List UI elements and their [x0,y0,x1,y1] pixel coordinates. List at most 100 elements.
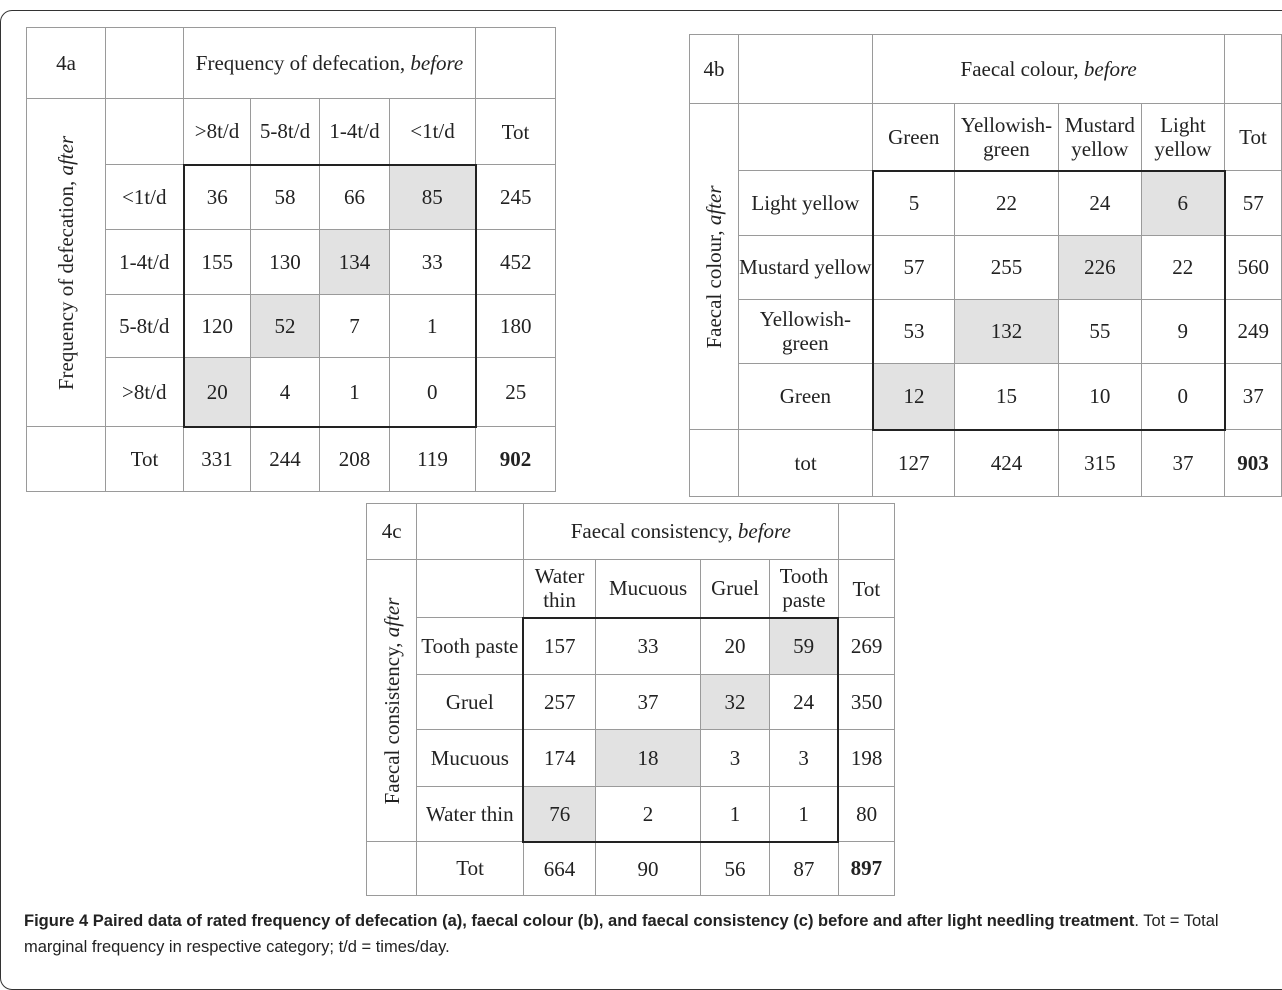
after-label-emphasis: after [53,135,78,176]
row-label: Yellowish-green [737,298,874,364]
empty-cell [105,97,184,166]
before-header-emphasis: before [410,50,464,75]
after-side-label: Faecal consistency, after [365,559,418,842]
column-header: Light yellow [1140,102,1226,172]
row-total: 37 [1224,362,1282,431]
data-cell: 5 [871,169,956,237]
data-cell: 22 [954,169,1059,237]
data-cell: 134 [319,229,390,295]
empty-cell [416,558,524,619]
row-total: 80 [837,785,896,843]
after-label-text: Frequency of defecation, after [54,135,78,389]
column-header: Gruel [699,558,771,619]
column-total: 664 [522,841,597,896]
column-header-row: Faecal consistency, after Water thin Mucuo… [365,558,896,842]
column-header: Mucuous [595,558,701,619]
table-row: Mustard yellow 57 255 226 22 560 [690,235,1282,300]
empty-cell [737,34,874,104]
after-side-label: Faecal colour, after [689,103,739,430]
data-cell: 130 [250,229,320,295]
totals-row: Tot 664 90 56 87 897 [365,841,896,896]
caption-text: . Tot = Total marginal frequency in resp… [24,912,1219,956]
row-total: 269 [837,617,896,676]
row-total: 350 [837,674,896,730]
column-total: 331 [183,426,251,492]
data-cell: 157 [522,616,597,676]
column-total: 56 [699,841,771,896]
empty-cell [689,429,739,497]
data-cell: 120 [182,293,251,358]
column-header: <1t/d [388,97,477,166]
data-cell: 132 [954,298,1059,364]
data-cell: 10 [1057,362,1142,431]
row-total: 25 [475,356,557,428]
column-total: 127 [872,429,956,497]
row-label: 5-8t/d [105,293,184,358]
table-id-label: 4b [689,34,739,104]
data-cell: 66 [319,163,390,231]
column-total: 244 [250,426,320,492]
column-header-row: Faecal colour, after Green Yellowish-green… [689,102,1282,430]
before-header: Faecal consistency, before [522,503,839,560]
data-cell: 3 [699,728,771,787]
after-label-text: Faecal consistency, after [380,597,404,804]
table-row: Green 12 15 10 0 37 [690,362,1282,431]
row-total: 560 [1224,235,1282,300]
after-label-wrap: Faecal colour, after [690,105,737,429]
empty-cell [1224,34,1282,104]
empty-cell [475,27,557,99]
row-label: Gruel [416,674,524,730]
row-label: Tooth paste [416,617,524,676]
caption-title: Figure 4 Paired data of rated frequency … [24,912,1135,930]
data-cell: 24 [1057,169,1142,237]
table-row: Yellowish-green 53 132 55 9 249 [690,298,1282,364]
table-row: >8t/d 20 4 1 0 25 [27,356,557,428]
after-label-main: Faecal colour, [701,229,726,349]
table-row: Light yellow 5 22 24 6 57 [690,169,1282,237]
before-header-text: Frequency of defecation, [195,50,406,75]
data-cell: 33 [388,229,477,295]
data-cell: 76 [522,785,597,843]
data-cell: 37 [595,674,701,730]
row-label: Mustard yellow [737,235,874,300]
table-4b: 4b Faecal colour, before Faecal colour, af… [689,34,1282,497]
data-cell: 6 [1140,169,1226,237]
table-4a: 4a Frequency of defecation, before Frequen… [26,27,557,492]
empty-cell [737,102,874,172]
after-label-emphasis: after [379,597,404,637]
data-cell: 58 [250,163,320,231]
data-cell: 53 [871,298,956,364]
after-label-main: Frequency of defecation, [53,180,78,390]
data-cell: 85 [388,163,477,231]
row-total: 245 [475,164,557,231]
data-cell: 18 [595,728,701,787]
table-row: Tooth paste 157 33 20 59 269 [367,616,896,676]
column-header: 1-4t/d [319,97,390,166]
before-header-text: Faecal colour, [960,56,1079,81]
totals-label: Tot [105,426,184,492]
after-label-main: Faecal consistency, [379,642,404,804]
column-total: 208 [319,426,390,492]
row-total: 452 [475,229,557,295]
totals-row: Tot 331 244 208 119 902 [26,426,557,492]
empty-cell [105,27,184,99]
row-label: Light yellow [737,170,874,237]
data-cell: 1 [699,785,771,843]
column-header: Yellowish-green [954,102,1059,172]
data-cell: 20 [182,356,251,428]
data-cell: 20 [699,616,771,676]
figure-caption: Figure 4 Paired data of rated frequency … [24,908,1274,960]
data-cell: 257 [522,674,597,730]
after-label-emphasis: after [701,184,726,225]
data-cell: 155 [182,229,251,295]
data-cell: 1 [319,356,390,428]
data-cell: 3 [769,728,840,787]
grand-total: 902 [475,426,557,492]
empty-cell [26,426,106,492]
data-cell: 59 [769,616,840,676]
table-row: 1-4t/d 155 130 134 33 452 [27,229,557,295]
before-header-text: Faecal consistency, [570,519,733,544]
column-header: Green [872,102,956,172]
header-row: 4a Frequency of defecation, before [26,27,557,99]
data-cell: 7 [319,293,390,358]
